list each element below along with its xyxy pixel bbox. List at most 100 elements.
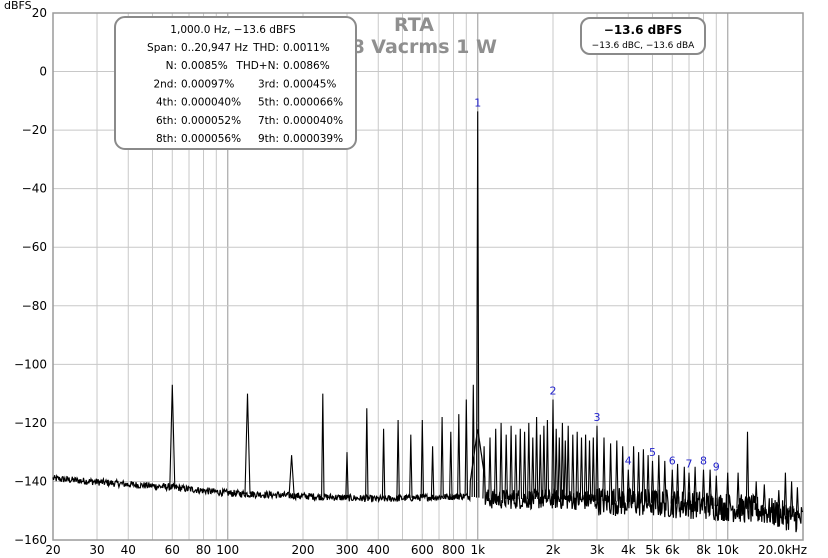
chart-subtitle: 2.8 Vacrms 1 W <box>331 36 497 58</box>
spectrum-spike <box>430 446 435 498</box>
spectrum-spike <box>440 416 444 497</box>
spectrum-spike <box>736 472 740 509</box>
spectrum-spike <box>579 437 584 501</box>
y-tick-label: −80 <box>22 299 47 313</box>
harmonic-marker: 7 <box>686 458 693 471</box>
spectrum-spike <box>545 419 550 500</box>
spectrum-spike <box>693 466 697 505</box>
spectrum-spike <box>396 419 400 499</box>
spectrum-spike <box>534 416 539 500</box>
spectrum-spike <box>650 460 655 503</box>
stat-value: 0.0011% <box>283 42 330 54</box>
y-tick-label: −100 <box>14 357 47 371</box>
spectrum-spike <box>345 452 349 498</box>
x-axis-ticks: 20 30 40 60 80 100 200 300 400 600 800 1k 2k 3k 4k 5k 6k… <box>45 543 807 557</box>
spectrum-spike <box>381 428 386 499</box>
spectrum-spike <box>587 440 592 501</box>
x-tick-label: 2k <box>546 543 561 557</box>
stat-key: 6th: <box>156 115 177 127</box>
stat-value: 0.0086% <box>283 60 330 72</box>
spectrum-spike <box>531 437 535 500</box>
spectrum-spike <box>554 428 558 500</box>
y-tick-label: −40 <box>22 182 47 196</box>
spectrum-spike <box>631 446 636 503</box>
x-tick-label: 1k <box>470 543 485 557</box>
stat-key: N: <box>166 60 177 72</box>
stat-key: THD+N: <box>235 60 279 72</box>
spectrum-spike <box>777 490 781 515</box>
stat-value: 0.000066% <box>283 97 343 109</box>
x-tick-label: 4k <box>621 543 636 557</box>
spectrum-spike <box>560 422 565 500</box>
y-tick-label: −140 <box>14 474 47 488</box>
spectrum-spike <box>514 434 518 500</box>
spectrum-spike <box>789 481 794 517</box>
stat-key: Span: <box>147 42 177 54</box>
harmonic-markers: 1 2 3 4 56 7 8 9 <box>474 96 720 473</box>
stats-box[interactable]: 1,000.0 Hz, −13.6 dBFS Span: 0..20,947 Hz… <box>114 16 357 150</box>
stat-value: 0.00045% <box>283 78 336 90</box>
spectrum-spike <box>551 399 555 500</box>
stats-rows: Span: 0..20,947 Hz THD: 0.0011% N: 0.0085% THD… <box>147 42 343 145</box>
x-tick-label: 300 <box>336 543 359 557</box>
spectrum-spike <box>602 437 606 502</box>
spectrum-spike <box>687 472 691 505</box>
stat-key: THD: <box>252 42 279 54</box>
x-tick-label: 40 <box>121 543 136 557</box>
spectrum-spike <box>420 419 425 498</box>
spectrum-spike <box>762 484 767 511</box>
x-tick-label: 3k <box>590 543 605 557</box>
stat-value: 0.00097% <box>181 78 234 90</box>
spectrum-spike <box>471 384 476 498</box>
spectrum-spike <box>321 393 325 497</box>
stat-value: 0.000039% <box>283 133 343 145</box>
spectrum-spike <box>701 469 706 505</box>
spectrum-spikes <box>169 111 800 519</box>
stats-header: 1,000.0 Hz, −13.6 dBFS <box>170 24 296 36</box>
level-main: −13.6 dBFS <box>604 23 682 37</box>
y-tick-label: 20 <box>32 6 47 20</box>
stat-key: 4th: <box>156 97 177 109</box>
spectrum-spike <box>563 440 568 500</box>
y-tick-label: −120 <box>14 416 47 430</box>
spectrum-spike <box>542 425 546 500</box>
stat-value: 0.000040% <box>283 115 343 127</box>
stat-value: 0..20,947 Hz <box>181 42 248 54</box>
y-tick-label: −60 <box>22 240 47 254</box>
spectrum-spike <box>682 466 687 505</box>
y-tick-label: −160 <box>14 533 47 547</box>
spectrum-trace <box>52 429 804 533</box>
spectrum-spike <box>641 449 646 503</box>
level-box[interactable]: −13.6 dBFS −13.6 dBC, −13.6 dBA <box>580 17 706 55</box>
spectrum-spike <box>482 446 486 499</box>
spectrum-spike <box>657 455 661 504</box>
spectrum-spike <box>795 487 800 519</box>
noise-floor-line <box>52 429 804 533</box>
stat-value: 0.0085% <box>181 60 228 72</box>
spectrum-spike <box>509 425 513 500</box>
x-tick-label: 100 <box>216 543 239 557</box>
harmonic-marker: 6 <box>669 455 676 468</box>
spectrum-spike <box>714 475 719 507</box>
spectrum-spike <box>754 481 758 510</box>
stat-key: 8th: <box>156 133 177 145</box>
x-tick-label: 20 <box>45 543 60 557</box>
y-axis-ticks: 20 0 −20 −40 −60 −80 −100 −120 −140 −160 <box>14 6 47 547</box>
stat-value: 0.000040% <box>181 97 241 109</box>
spectrum-spike <box>591 437 596 501</box>
spectrum-spike <box>615 440 619 502</box>
x-tick-label: 8k <box>696 543 711 557</box>
spectrum-spike <box>499 422 503 500</box>
harmonic-marker: 2 <box>550 384 557 397</box>
stat-key: 7th: <box>258 115 279 127</box>
x-tick-label: 20.0kHz <box>758 543 807 557</box>
spectrum-spike <box>449 431 453 497</box>
spectrum-spike <box>557 437 562 500</box>
spectrum-spike <box>409 434 413 498</box>
harmonic-marker: 1 <box>474 96 481 109</box>
spectrum-spike <box>583 434 588 501</box>
spectrum-spike <box>670 469 675 504</box>
stat-key: 3rd: <box>258 78 279 90</box>
x-tick-label: 6k <box>665 543 680 557</box>
